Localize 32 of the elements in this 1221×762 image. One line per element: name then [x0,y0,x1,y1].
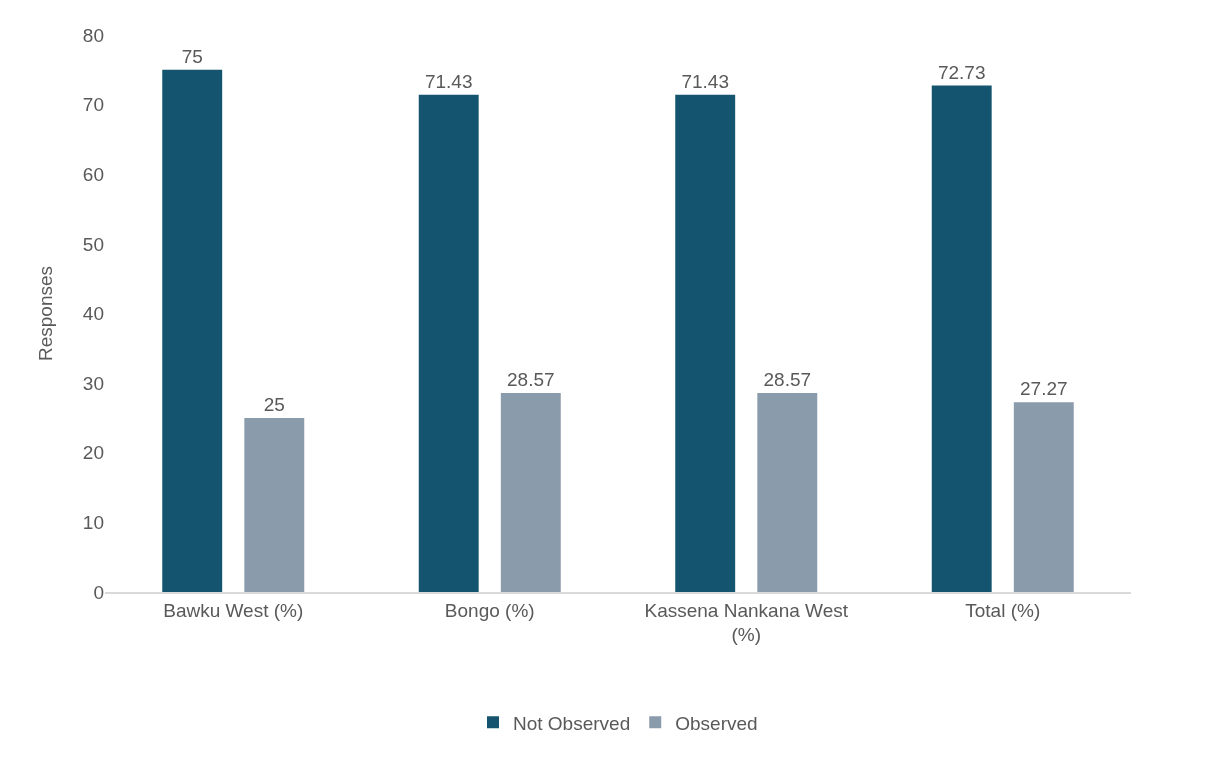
y-tick-label: 50 [82,233,104,255]
y-tick-label: 40 [82,303,104,325]
bar [162,69,223,592]
legend-label: Observed [675,712,758,734]
data-label: 25 [263,393,285,415]
data-label: 71.43 [424,70,473,92]
y-tick-label: 20 [82,442,104,464]
data-label: 71.43 [681,70,729,92]
x-tick-label: Kassena Nankana West (%) [644,599,849,646]
legend-label: Not Observed [513,712,631,734]
data-label: 28.57 [763,369,812,391]
bar [244,417,305,592]
bar [500,393,561,592]
y-tick-label: 10 [82,512,104,534]
bar [931,85,992,592]
data-label: 27.27 [1020,378,1068,400]
data-label: 72.73 [937,61,986,83]
x-tick-label: Bawku West (%) [163,599,304,621]
data-label: 28.57 [507,369,555,391]
bar [1013,402,1074,592]
y-tick-label: 30 [82,372,104,394]
y-axis-title: Responses [34,265,56,362]
bar [675,94,736,592]
x-tick-label: Total (%) [965,599,1041,621]
x-tick-label: Bongo (%) [444,599,535,621]
y-tick-label: 80 [82,24,104,46]
y-tick-label: 70 [82,94,104,116]
data-label: 75 [181,45,203,67]
bar [757,393,818,592]
y-tick-label: 0 [93,581,104,603]
y-tick-label: 60 [82,163,104,185]
bar [418,94,479,592]
